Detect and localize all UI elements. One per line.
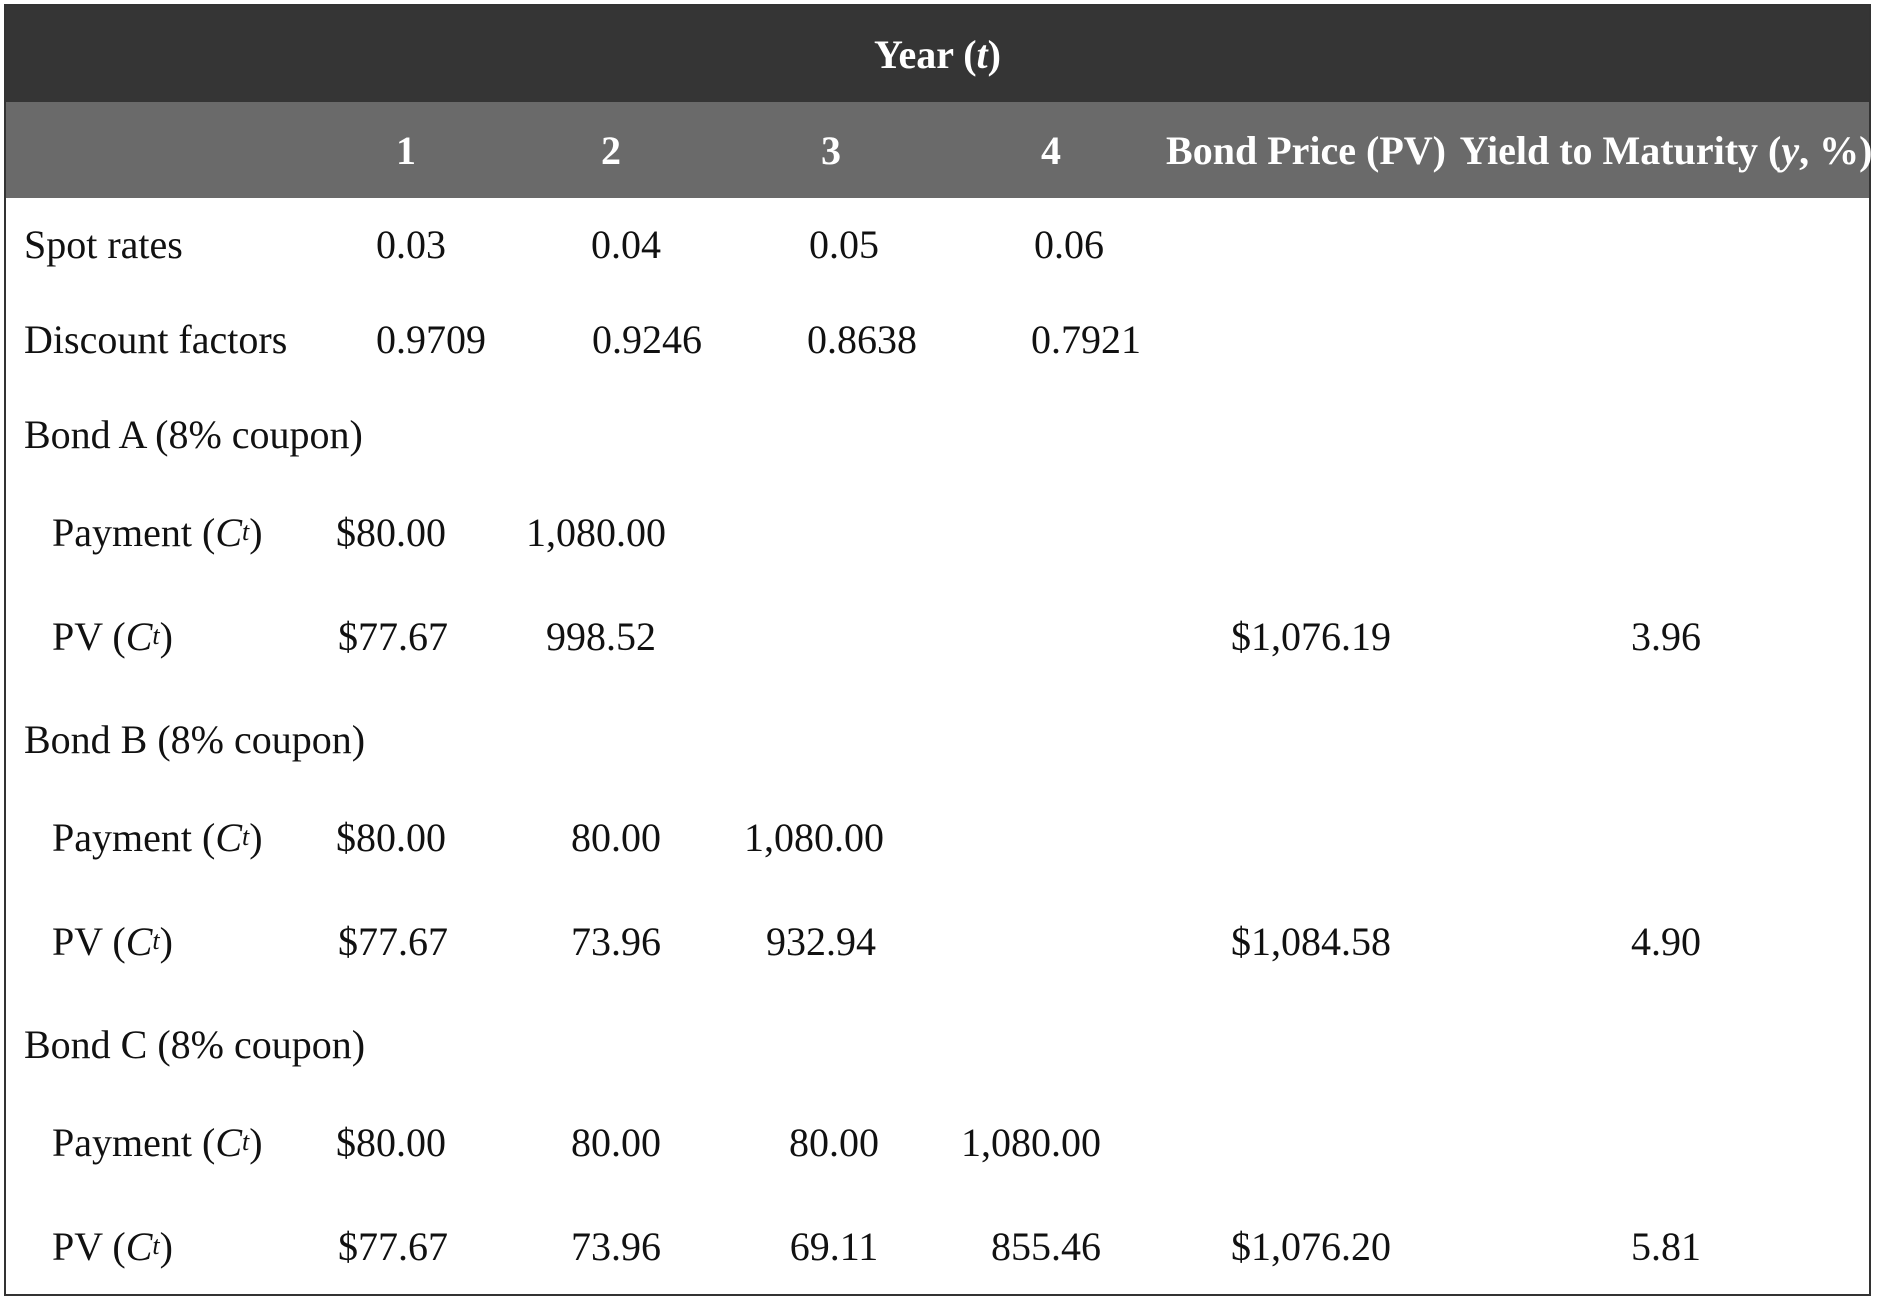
bond-c-payment-1: $80.00	[336, 1119, 446, 1165]
bond-a-ytm: 3.96	[1631, 613, 1701, 659]
discount-factor-2: 0.9246	[592, 316, 702, 362]
bond-a-label: Bond A (8% coupon)	[24, 411, 363, 457]
discount-factor-4: 0.7921	[1031, 316, 1141, 362]
bond-b-ytm: 4.90	[1631, 918, 1701, 964]
bond-c-ytm: 5.81	[1631, 1223, 1701, 1269]
bond-a-payment-2: 1,080.00	[526, 509, 666, 555]
col-header-bond-price: Bond Price (PV)	[1166, 127, 1446, 173]
bond-b-price: $1,084.58	[1231, 918, 1391, 964]
bond-c-payment-4: 1,080.00	[961, 1119, 1101, 1165]
bond-c-price: $1,076.20	[1231, 1223, 1391, 1269]
year-header-prefix: Year (	[873, 31, 977, 77]
bond-a-payment-1: $80.00	[336, 509, 446, 555]
bond-b-pv-1: $77.67	[338, 918, 448, 964]
ytm-header-suffix: , %)	[1799, 127, 1873, 173]
bond-c-pv-1: $77.67	[338, 1223, 448, 1269]
bond-b-row: Bond B (8% coupon)	[6, 709, 1869, 769]
discount-factors-label: Discount factors	[24, 316, 288, 362]
ytm-header-prefix: Yield to Maturity (	[1459, 127, 1782, 173]
discount-factor-1: 0.9709	[376, 316, 486, 362]
bond-c-pv-3: 69.11	[789, 1223, 879, 1269]
col-header-4: 4	[1041, 127, 1061, 173]
column-header-row: 1 2 3 4 Bond Price (PV) Yield to Maturit…	[6, 102, 1873, 198]
bond-c-label: Bond C (8% coupon)	[24, 1021, 366, 1067]
spot-rate-2: 0.04	[591, 221, 661, 267]
spot-rates-row: Spot rates 0.03 0.04 0.05 0.06	[6, 214, 1869, 274]
bond-a-pv-2: 998.52	[546, 613, 656, 659]
col-header-1: 1	[396, 127, 416, 173]
bond-b-label: Bond B (8% coupon)	[24, 716, 366, 762]
bond-a-pv-1: $77.67	[338, 613, 448, 659]
bond-c-pv-4: 855.46	[991, 1223, 1101, 1269]
bond-b-payment-2: 80.00	[571, 814, 661, 860]
bond-b-pv-3: 932.94	[766, 918, 876, 964]
col-header-3: 3	[821, 127, 841, 173]
bond-c-row: Bond C (8% coupon)	[6, 1014, 1869, 1074]
year-header-suffix: )	[987, 31, 1001, 77]
bond-c-payment-3: 80.00	[789, 1119, 879, 1165]
bond-b-pv-2: 73.96	[571, 918, 661, 964]
bond-c-payment-2: 80.00	[571, 1119, 661, 1165]
discount-factors-row: Discount factors 0.9709 0.9246 0.8638 0.…	[6, 309, 1869, 369]
year-header-var: t	[976, 31, 988, 77]
bond-c-pv-2: 73.96	[571, 1223, 661, 1269]
spot-rate-3: 0.05	[809, 221, 879, 267]
ytm-header-var: y	[1781, 127, 1800, 173]
bond-b-payment-1: $80.00	[336, 814, 446, 860]
spot-rate-4: 0.06	[1034, 221, 1104, 267]
spot-rates-label: Spot rates	[24, 221, 183, 267]
col-header-2: 2	[601, 127, 621, 173]
bond-table: Year (t) 1 2 3 4 Bond Price (PV) Yield t…	[4, 4, 1873, 1296]
col-header-ytm: Yield to Maturity (y, %)	[1459, 102, 1873, 198]
bond-a-row: Bond A (8% coupon)	[6, 404, 1869, 464]
bond-b-payment-3: 1,080.00	[744, 814, 884, 860]
spot-rate-1: 0.03	[376, 221, 446, 267]
bond-a-price: $1,076.19	[1231, 613, 1391, 659]
year-header: Year (t)	[6, 6, 1869, 102]
discount-factor-3: 0.8638	[807, 316, 917, 362]
